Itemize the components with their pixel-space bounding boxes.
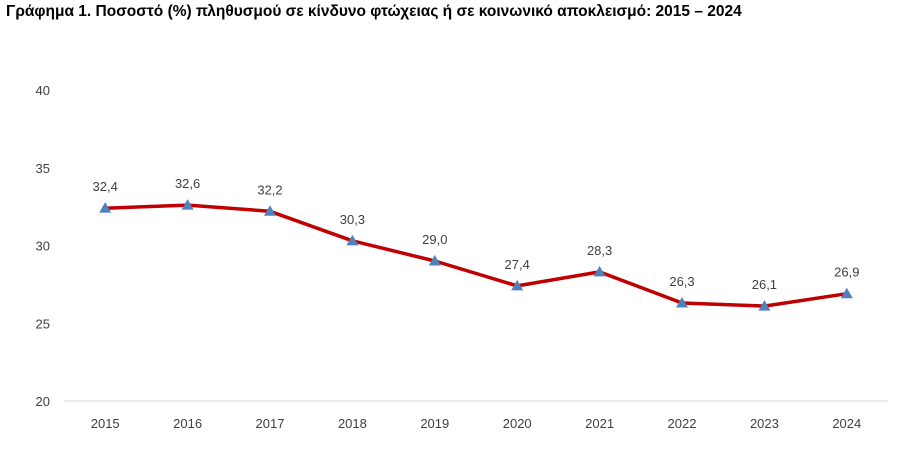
data-point-marker bbox=[676, 297, 688, 308]
series-markers bbox=[99, 199, 853, 311]
data-label: 26,9 bbox=[834, 265, 859, 280]
y-tick-label: 35 bbox=[36, 161, 50, 176]
data-label: 27,4 bbox=[505, 257, 530, 272]
x-tick-label: 2023 bbox=[750, 416, 779, 431]
x-tick-label: 2018 bbox=[338, 416, 367, 431]
data-point-marker bbox=[99, 202, 112, 213]
data-point-marker bbox=[264, 205, 276, 216]
data-point-marker bbox=[346, 234, 359, 246]
x-tick-label: 2015 bbox=[91, 416, 120, 431]
data-label: 30,3 bbox=[340, 212, 365, 227]
data-point-marker bbox=[758, 300, 771, 311]
data-point-marker bbox=[428, 255, 441, 266]
data-label: 32,4 bbox=[93, 179, 118, 194]
data-label: 32,2 bbox=[257, 182, 282, 197]
x-tick-label: 2017 bbox=[256, 416, 285, 431]
x-tick-label: 2024 bbox=[832, 416, 861, 431]
y-tick-label: 30 bbox=[36, 239, 50, 254]
data-point-marker bbox=[181, 199, 194, 210]
y-tick-label: 20 bbox=[36, 394, 50, 409]
y-tick-label: 25 bbox=[36, 316, 50, 331]
data-label: 32,6 bbox=[175, 176, 200, 191]
data-label: 26,3 bbox=[669, 274, 694, 289]
series-line bbox=[105, 203, 848, 308]
x-axis-ticks: 2015 2016 2017 2018 2019 2020 2021 2022 2023 2024 bbox=[91, 416, 862, 431]
data-label: 28,3 bbox=[587, 243, 612, 258]
y-axis-ticks: 20 25 30 35 40 bbox=[36, 83, 50, 409]
x-tick-label: 2016 bbox=[173, 416, 202, 431]
x-tick-label: 2022 bbox=[668, 416, 697, 431]
x-tick-label: 2019 bbox=[420, 416, 449, 431]
data-label: 29,0 bbox=[422, 232, 447, 247]
chart-title: Γράφημα 1. Ποσοστό (%) πληθυσμού σε κίνδ… bbox=[6, 3, 742, 20]
y-tick-label: 40 bbox=[36, 83, 50, 98]
x-tick-label: 2021 bbox=[585, 416, 614, 431]
data-point-marker bbox=[593, 265, 606, 277]
data-point-marker bbox=[511, 279, 524, 291]
data-label: 26,1 bbox=[752, 277, 777, 292]
data-labels: 32,4 32,6 32,2 30,3 29,0 27,4 28,3 26,3 26,1 26,9 bbox=[93, 176, 860, 292]
data-point-marker bbox=[840, 287, 853, 299]
x-tick-label: 2020 bbox=[503, 416, 532, 431]
